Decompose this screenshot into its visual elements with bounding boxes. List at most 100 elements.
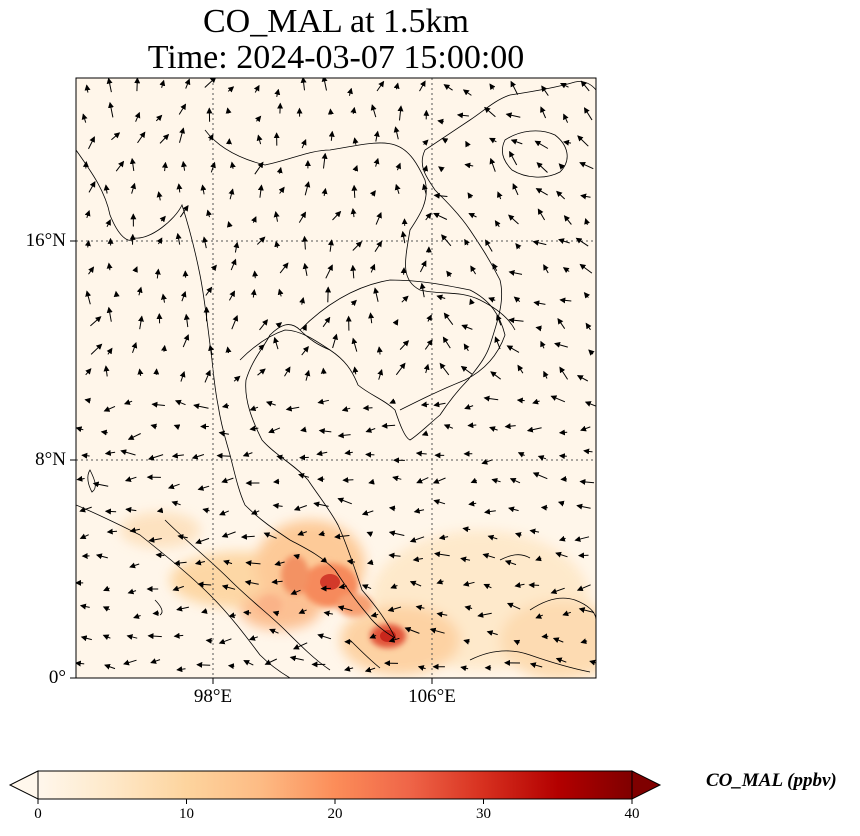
wind-arrow bbox=[125, 506, 137, 513]
wind-arrow bbox=[196, 661, 211, 668]
wind-arrow bbox=[563, 139, 572, 146]
wind-arrow bbox=[535, 555, 542, 562]
wind-arrow bbox=[255, 115, 262, 123]
wind-arrow bbox=[322, 316, 331, 328]
wind-arrow bbox=[88, 181, 96, 193]
wind-arrow bbox=[299, 297, 306, 305]
wind-arrow bbox=[257, 368, 266, 376]
wind-arrow bbox=[393, 82, 400, 90]
wind-arrow bbox=[432, 477, 446, 484]
wind-arrow bbox=[81, 452, 90, 459]
wind-arrow bbox=[111, 132, 121, 141]
wind-arrow bbox=[161, 344, 167, 352]
wind-arrow bbox=[279, 262, 289, 274]
wind-arrow bbox=[76, 475, 85, 482]
wind-arrow bbox=[584, 401, 596, 407]
wind-arrow bbox=[419, 80, 426, 92]
wind-arrow bbox=[438, 534, 449, 541]
wind-arrow bbox=[249, 425, 259, 432]
wind-arrow bbox=[325, 264, 333, 279]
wind-arrow bbox=[464, 162, 474, 169]
wind-arrow bbox=[558, 453, 567, 460]
wind-arrow bbox=[558, 238, 570, 244]
wind-arrow bbox=[463, 343, 470, 352]
wind-arrow bbox=[441, 137, 449, 144]
wind-arrow bbox=[467, 422, 477, 429]
wind-arrow bbox=[436, 578, 444, 585]
wind-arrow bbox=[540, 106, 547, 119]
wind-arrow bbox=[327, 108, 334, 115]
wind-arrow bbox=[575, 237, 589, 247]
coastlines bbox=[76, 81, 596, 678]
wind-arrow bbox=[302, 262, 309, 276]
wind-arrow bbox=[252, 270, 259, 279]
wind-arrow bbox=[362, 404, 373, 411]
wind-arrow bbox=[123, 399, 133, 405]
wind-arrow bbox=[273, 211, 280, 222]
wind-arrow bbox=[464, 238, 470, 246]
wind-arrow bbox=[278, 186, 285, 194]
wind-arrow bbox=[106, 528, 118, 535]
wind-arrow bbox=[532, 398, 540, 405]
wind-arrow bbox=[419, 282, 426, 298]
wind-arrow bbox=[134, 111, 141, 122]
wind-arrow bbox=[425, 212, 432, 221]
wind-arrow bbox=[84, 84, 91, 93]
wind-arrow bbox=[377, 368, 384, 380]
wind-arrow bbox=[490, 371, 502, 380]
wind-arrow bbox=[433, 212, 448, 220]
wind-arrow bbox=[259, 319, 269, 331]
wind-arrow bbox=[320, 367, 327, 375]
wind-arrow bbox=[191, 453, 205, 460]
wind-arrow bbox=[560, 82, 569, 89]
wind-arrow bbox=[580, 193, 591, 200]
wind-arrow bbox=[504, 559, 517, 566]
wind-arrow bbox=[381, 422, 396, 429]
wind-arrow bbox=[265, 400, 276, 407]
wind-arrow bbox=[508, 317, 524, 324]
wind-arrow bbox=[337, 432, 351, 439]
wind-arrow bbox=[104, 663, 116, 670]
wind-arrow bbox=[509, 477, 521, 484]
wind-arrow bbox=[347, 87, 353, 96]
wind-arrow bbox=[352, 366, 359, 375]
wind-arrow bbox=[124, 476, 137, 482]
wind-arrow bbox=[460, 556, 471, 563]
wind-arrow bbox=[487, 534, 498, 541]
wind-arrow bbox=[492, 262, 498, 272]
wind-arrow bbox=[470, 265, 477, 275]
wind-arrow bbox=[106, 306, 113, 322]
wind-arrow bbox=[401, 295, 409, 303]
wind-arrow bbox=[583, 448, 593, 455]
wind-arrow bbox=[352, 241, 363, 251]
wind-arrow bbox=[423, 363, 430, 374]
wind-arrow bbox=[560, 475, 568, 482]
wind-arrow bbox=[370, 104, 377, 118]
wind-arrow bbox=[264, 658, 278, 665]
wind-arrow bbox=[456, 112, 469, 119]
wind-arrow bbox=[583, 107, 593, 121]
wind-arrow bbox=[92, 481, 109, 488]
wind-arrow bbox=[465, 140, 471, 148]
wind-arrow bbox=[350, 264, 357, 279]
wind-arrow bbox=[576, 503, 591, 510]
wind-arrow bbox=[156, 507, 164, 514]
lat-label-8N: 8°N bbox=[35, 449, 66, 470]
wind-arrow bbox=[233, 375, 241, 382]
wind-arrow bbox=[268, 427, 281, 434]
wind-arrow bbox=[230, 258, 237, 271]
wind-arrow bbox=[293, 505, 307, 511]
wind-arrow bbox=[426, 314, 432, 322]
wind-arrow bbox=[509, 150, 518, 166]
wind-arrow bbox=[100, 429, 108, 436]
wind-arrow bbox=[563, 215, 572, 225]
wind-arrow bbox=[422, 164, 429, 172]
wind-arrow bbox=[532, 472, 548, 480]
wind-arrow bbox=[137, 368, 144, 376]
wind-arrow bbox=[514, 532, 522, 538]
wind-arrow bbox=[216, 452, 231, 459]
wind-arrow bbox=[95, 553, 108, 560]
wind-arrow bbox=[317, 633, 332, 640]
wind-arrow bbox=[160, 293, 167, 303]
wind-arrow bbox=[218, 638, 232, 645]
